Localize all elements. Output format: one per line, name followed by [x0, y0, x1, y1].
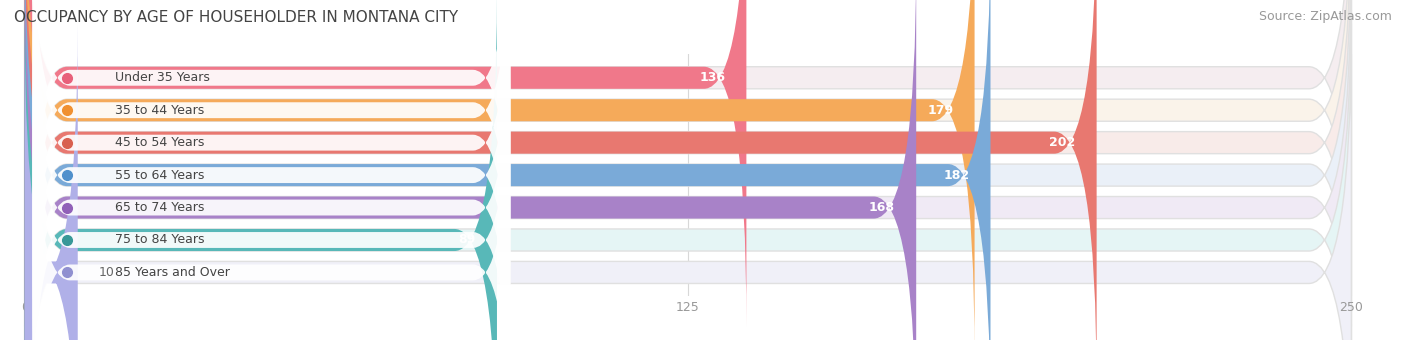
FancyBboxPatch shape [32, 53, 510, 340]
FancyBboxPatch shape [32, 0, 510, 340]
FancyBboxPatch shape [25, 0, 747, 326]
Text: 182: 182 [943, 169, 969, 182]
FancyBboxPatch shape [25, 0, 1351, 340]
FancyBboxPatch shape [32, 21, 510, 340]
Text: Source: ZipAtlas.com: Source: ZipAtlas.com [1258, 10, 1392, 23]
FancyBboxPatch shape [25, 0, 1351, 340]
Text: 168: 168 [869, 201, 896, 214]
FancyBboxPatch shape [32, 0, 510, 329]
Text: Under 35 Years: Under 35 Years [115, 71, 209, 84]
FancyBboxPatch shape [25, 0, 1351, 340]
FancyBboxPatch shape [25, 24, 77, 340]
FancyBboxPatch shape [25, 0, 917, 340]
FancyBboxPatch shape [32, 0, 510, 297]
Text: 179: 179 [927, 104, 953, 117]
Text: 85 Years and Over: 85 Years and Over [115, 266, 229, 279]
Text: 45 to 54 Years: 45 to 54 Years [115, 136, 204, 149]
Text: 136: 136 [699, 71, 725, 84]
FancyBboxPatch shape [32, 0, 510, 340]
Text: OCCUPANCY BY AGE OF HOUSEHOLDER IN MONTANA CITY: OCCUPANCY BY AGE OF HOUSEHOLDER IN MONTA… [14, 10, 458, 25]
FancyBboxPatch shape [25, 0, 1351, 340]
FancyBboxPatch shape [25, 0, 1097, 340]
FancyBboxPatch shape [25, 24, 1351, 340]
Text: 65 to 74 Years: 65 to 74 Years [115, 201, 204, 214]
Text: 202: 202 [1049, 136, 1076, 149]
Text: 89: 89 [458, 234, 475, 246]
FancyBboxPatch shape [32, 0, 510, 340]
FancyBboxPatch shape [25, 0, 974, 340]
Text: 10: 10 [98, 266, 115, 279]
Text: 75 to 84 Years: 75 to 84 Years [115, 234, 204, 246]
Text: 35 to 44 Years: 35 to 44 Years [115, 104, 204, 117]
FancyBboxPatch shape [25, 0, 1351, 326]
FancyBboxPatch shape [25, 0, 990, 340]
FancyBboxPatch shape [25, 0, 1351, 340]
Text: 55 to 64 Years: 55 to 64 Years [115, 169, 204, 182]
FancyBboxPatch shape [25, 0, 496, 340]
